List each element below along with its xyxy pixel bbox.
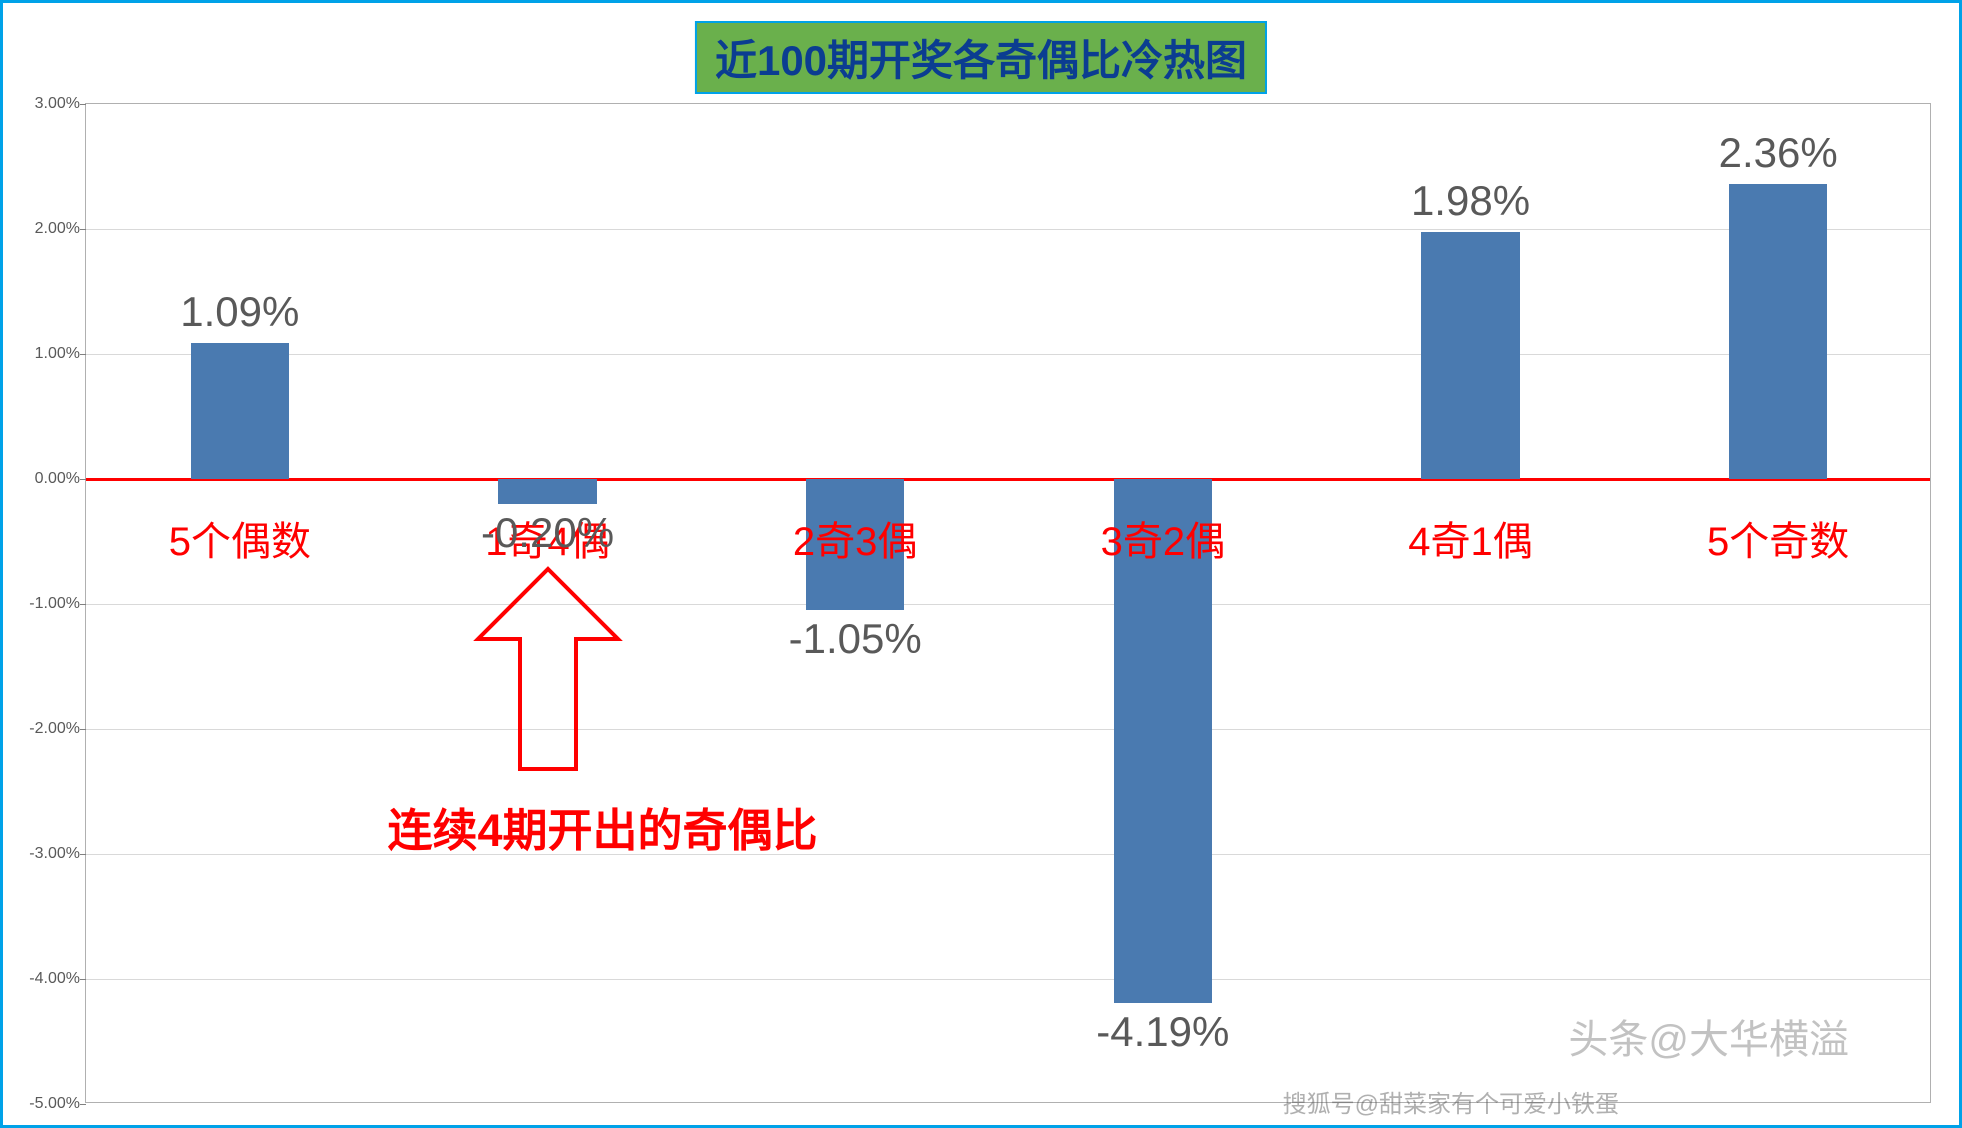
- gridline: [86, 229, 1930, 230]
- y-tick-label: 0.00%: [35, 470, 80, 488]
- value-label: -4.19%: [1096, 1008, 1229, 1056]
- watermark-sohu: 搜狐号@甜菜家有个可爱小铁蛋: [1283, 1084, 1619, 1119]
- category-label: 2奇3偶: [793, 509, 918, 567]
- gridline: [86, 979, 1930, 980]
- chart-title: 近100期开奖各奇偶比冷热图: [695, 21, 1267, 94]
- bar: [191, 343, 289, 479]
- category-label: 5个偶数: [169, 509, 311, 567]
- y-tick-label: -1.00%: [29, 595, 80, 613]
- chart-container: 近100期开奖各奇偶比冷热图 -5.00%-4.00%-3.00%-2.00%-…: [0, 0, 1962, 1128]
- category-label: 3奇2偶: [1101, 509, 1226, 567]
- value-label: 1.98%: [1411, 177, 1530, 225]
- gridline: [86, 604, 1930, 605]
- gridline: [86, 729, 1930, 730]
- value-label: -0.20%: [481, 509, 614, 557]
- value-label: 1.09%: [180, 288, 299, 336]
- value-label: -1.05%: [789, 615, 922, 663]
- bar: [1729, 184, 1827, 479]
- y-tick-label: 1.00%: [35, 345, 80, 363]
- y-tick-label: -2.00%: [29, 720, 80, 738]
- bar: [498, 479, 596, 504]
- gridline: [86, 354, 1930, 355]
- plot-area: -5.00%-4.00%-3.00%-2.00%-1.00%0.00%1.00%…: [85, 103, 1931, 1103]
- annotation-arrow: [478, 569, 618, 779]
- y-tick-label: 2.00%: [35, 220, 80, 238]
- y-tick-label: 3.00%: [35, 95, 80, 113]
- y-tick-label: -5.00%: [29, 1095, 80, 1113]
- annotation-text: 连续4期开出的奇偶比: [388, 794, 818, 859]
- watermark-toutiao: 头条@大华横溢: [1568, 1007, 1849, 1065]
- y-tick-label: -4.00%: [29, 970, 80, 988]
- y-tick-label: -3.00%: [29, 845, 80, 863]
- category-label: 4奇1偶: [1408, 509, 1533, 567]
- bar: [1421, 232, 1519, 480]
- gridline: [86, 854, 1930, 855]
- zero-line: [86, 478, 1930, 481]
- category-label: 5个奇数: [1707, 509, 1849, 567]
- value-label: 2.36%: [1719, 129, 1838, 177]
